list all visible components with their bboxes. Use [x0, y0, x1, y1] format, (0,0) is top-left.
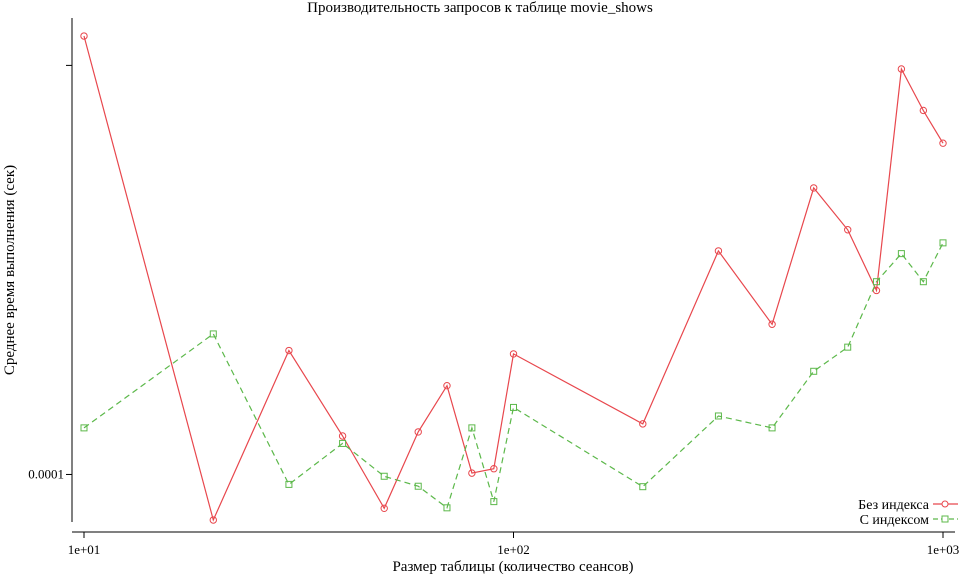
- data-point: [468, 424, 476, 432]
- series-line: [83, 35, 944, 522]
- data-point: [380, 504, 388, 513]
- data-point: [414, 482, 422, 490]
- x-tick-label: 1e+03: [927, 542, 960, 557]
- data-point: [285, 346, 293, 355]
- data-point: [872, 278, 880, 286]
- legend-item: Без индекса: [858, 498, 958, 513]
- data-point: [490, 498, 498, 506]
- data-point: [768, 320, 776, 328]
- data-point: [939, 139, 947, 147]
- data-point: [844, 226, 852, 234]
- legend-label: Без индекса: [858, 498, 930, 513]
- series-line: [83, 242, 944, 509]
- y-tick-label: 0.0001: [28, 466, 64, 481]
- data-point: [844, 343, 852, 351]
- legend-item: С индексом: [860, 513, 958, 528]
- data-point: [285, 480, 293, 488]
- legend-marker: [941, 500, 949, 508]
- data-point: [209, 330, 217, 338]
- x-axis-label: Размер таблицы (количество сеансов): [392, 559, 633, 575]
- data-point: [919, 278, 927, 286]
- data-point: [339, 439, 347, 447]
- data-point: [80, 32, 88, 40]
- data-point: [768, 424, 776, 432]
- data-point: [380, 472, 388, 480]
- data-point: [510, 403, 517, 411]
- data-point: [939, 239, 947, 247]
- data-point: [897, 65, 906, 73]
- y-axis-label: Среднее время выполнения (сек): [2, 165, 18, 375]
- tick-group: 1e+01 1e+02 1e+03 0.0001: [28, 64, 960, 557]
- axes: [71, 18, 955, 533]
- data-point: [897, 250, 905, 258]
- data-point: [714, 247, 723, 255]
- data-point: [490, 464, 498, 473]
- series-1: [80, 32, 947, 524]
- data-point: [468, 469, 476, 477]
- data-point: [443, 381, 451, 390]
- data-point: [810, 367, 818, 375]
- data-point: [414, 428, 422, 436]
- data-point: [639, 420, 647, 428]
- legend-label: С индексом: [860, 513, 930, 528]
- data-point: [338, 432, 347, 440]
- data-point: [639, 483, 647, 491]
- legend-marker: [941, 515, 949, 523]
- data-point: [810, 184, 818, 192]
- x-tick-label: 1e+02: [497, 542, 530, 557]
- data-point: [209, 516, 217, 524]
- data-point: [919, 106, 928, 115]
- chart-title: Производительность запросов к таблице mo…: [307, 0, 653, 16]
- x-tick-label: 1e+01: [68, 542, 101, 557]
- data-point: [443, 504, 451, 512]
- data-point: [509, 350, 518, 358]
- series-layer: [80, 32, 947, 524]
- data-point: [80, 424, 88, 432]
- data-point: [714, 412, 722, 420]
- series-2: [80, 239, 947, 512]
